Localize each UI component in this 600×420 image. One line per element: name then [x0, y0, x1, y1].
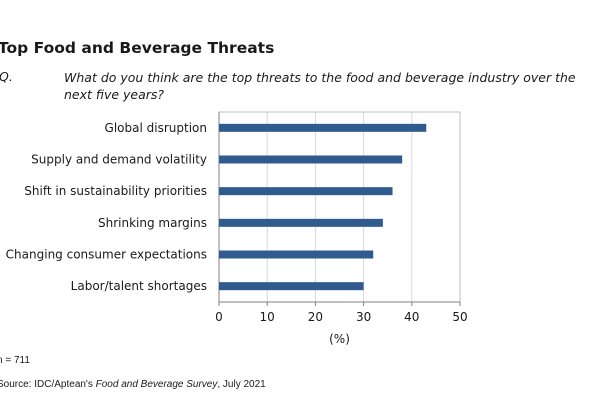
x-tick-label-20: 20: [308, 310, 323, 324]
bar-6: [219, 282, 364, 291]
bar-4: [219, 218, 383, 227]
x-tick-label-0: 0: [215, 310, 223, 324]
category-label-3: Shift in sustainability priorities: [24, 184, 207, 198]
bar-5: [219, 250, 374, 259]
category-label-1: Global disruption: [105, 121, 207, 135]
category-labels: Global disruption Supply and demand volat…: [6, 121, 207, 293]
x-tick-labels: 0 10 20 30 40 50: [215, 310, 467, 324]
category-label-4: Shrinking margins: [98, 216, 207, 230]
sample-size-note: n = 711: [0, 355, 30, 366]
x-tick-label-40: 40: [404, 310, 419, 324]
question-text: What do you think are the top threats to…: [64, 70, 576, 102]
x-tick-label-50: 50: [452, 310, 467, 324]
chart-title: Top Food and Beverage Threats: [0, 39, 275, 57]
x-tick-label-10: 10: [260, 310, 275, 324]
source-suffix: , July 2021: [217, 379, 266, 390]
category-label-6: Labor/talent shortages: [71, 279, 207, 293]
bars: [219, 123, 427, 291]
bar-3: [219, 187, 393, 196]
x-tick-label-30: 30: [356, 310, 371, 324]
category-label-5: Changing consumer expectations: [6, 248, 207, 262]
bar-2: [219, 155, 403, 164]
source-prefix: Source: IDC/Aptean's: [0, 379, 96, 390]
category-label-2: Supply and demand volatility: [31, 153, 207, 167]
source-title: Food and Beverage Survey: [95, 379, 218, 390]
grid-lines: [266, 112, 413, 302]
plot-frame: [218, 111, 461, 306]
bar-1: [219, 123, 427, 132]
question-label: Q.: [0, 69, 13, 84]
source-note: Source: IDC/Aptean's Food and Beverage S…: [0, 379, 266, 390]
x-axis-title: (%): [329, 332, 350, 346]
plot-border: [218, 111, 461, 303]
